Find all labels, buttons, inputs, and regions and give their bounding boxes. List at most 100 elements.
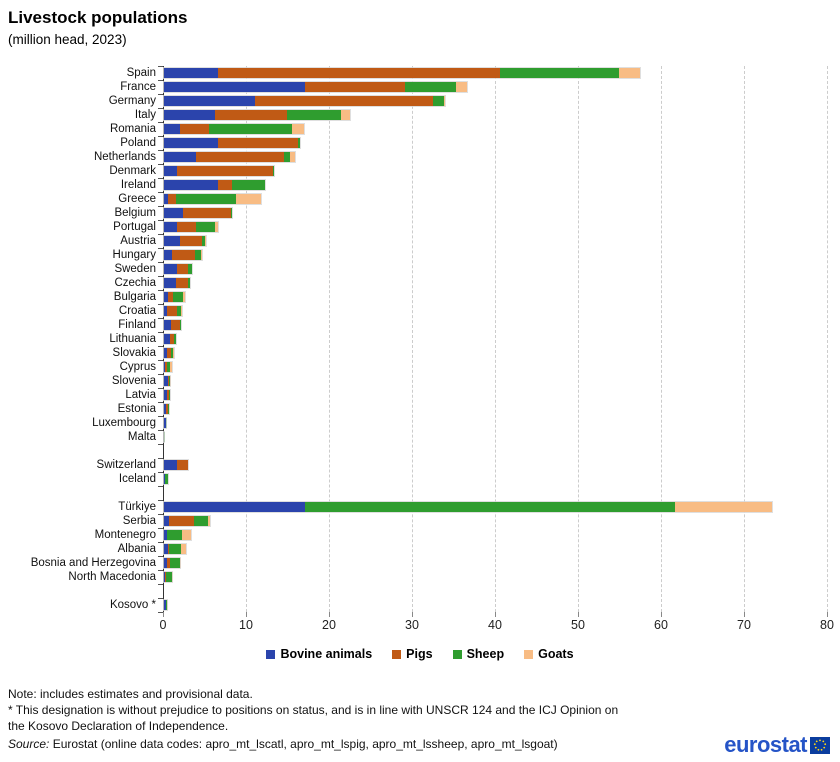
bar-segment <box>167 376 170 386</box>
gridline <box>744 66 745 612</box>
source-text: Eurostat (online data codes: apro_mt_lsc… <box>49 737 558 751</box>
bar-row <box>163 81 468 93</box>
y-axis-tick <box>158 528 163 529</box>
y-axis-tick <box>158 318 163 319</box>
bar-segment <box>218 180 233 190</box>
bar-row <box>162 361 174 373</box>
x-axis-tick <box>412 612 413 617</box>
bar-segment <box>202 236 206 246</box>
bar-segment <box>284 152 291 162</box>
bar-segment <box>205 236 207 246</box>
legend-label: Goats <box>538 647 574 661</box>
bar-segment <box>675 502 772 512</box>
bar-segment <box>176 166 273 176</box>
bar-row <box>163 347 175 359</box>
bar-row <box>163 529 192 541</box>
bar-segment <box>181 530 191 540</box>
bar-segment <box>194 250 202 260</box>
y-axis-tick <box>158 164 163 165</box>
category-label: Austria <box>120 235 156 247</box>
eurostat-logo-text: eurostat <box>724 732 807 757</box>
legend-item: Sheep <box>452 647 504 661</box>
category-label: Czechia <box>114 277 156 289</box>
category-label: Germany <box>108 95 156 107</box>
bar-row <box>163 403 170 415</box>
bar-segment <box>164 82 306 92</box>
category-label: Portugal <box>113 221 156 233</box>
bar-segment <box>164 194 169 204</box>
bar-row <box>162 417 168 429</box>
y-axis-line <box>163 66 164 612</box>
bar-row <box>162 375 172 387</box>
eu-flag-icon <box>810 736 830 754</box>
legend-item: Goats <box>524 647 574 661</box>
bar-segment <box>183 208 232 218</box>
bar-segment <box>404 82 457 92</box>
bar-segment <box>164 348 168 358</box>
bar-segment <box>166 404 169 414</box>
x-tick-label: 0 <box>159 618 167 632</box>
bar-segment <box>181 306 183 316</box>
bar-segment <box>164 96 256 106</box>
category-label: Croatia <box>118 305 156 317</box>
eurostat-logo: eurostat <box>724 732 830 758</box>
x-tick-label: 10 <box>239 618 253 632</box>
bar-segment <box>164 320 171 330</box>
bar-row <box>163 67 641 79</box>
bar-segment <box>165 572 166 582</box>
bar-row <box>162 571 174 583</box>
bar-segment <box>164 474 168 484</box>
bar-row <box>162 193 263 205</box>
bar-segment <box>164 138 218 148</box>
category-label: Slovenia <box>111 375 156 387</box>
bar-segment <box>188 278 190 288</box>
bar-segment <box>444 96 446 106</box>
y-axis-tick <box>158 192 163 193</box>
bar-segment <box>172 250 195 260</box>
bar-segment <box>164 502 306 512</box>
bar-segment <box>290 152 296 162</box>
bar-segment <box>164 180 218 190</box>
y-axis-tick <box>158 472 163 473</box>
legend-item: Pigs <box>392 647 433 661</box>
x-tick-label: 20 <box>322 618 336 632</box>
x-axis-tick <box>827 612 828 617</box>
bar-segment <box>272 166 274 176</box>
y-axis-tick <box>158 290 163 291</box>
y-axis-tick <box>158 598 163 599</box>
y-axis-tick <box>158 360 163 361</box>
bar-segment <box>218 68 501 78</box>
category-label: Spain <box>126 67 156 79</box>
category-label: North Macedonia <box>68 571 156 583</box>
x-axis-tick <box>163 612 164 617</box>
category-axis-labels: Spain France Germany Italy Romania Poland Neth… <box>0 66 156 612</box>
y-axis-tick <box>158 332 163 333</box>
kosovo-footnote-line2: the Kosovo Declaration of Independence. <box>8 719 229 733</box>
bar-segment <box>165 418 166 428</box>
bar-segment <box>232 180 266 190</box>
category-label: Romania <box>109 123 156 135</box>
bar-segment <box>195 222 215 232</box>
gridline <box>412 66 413 612</box>
bar-segment <box>164 68 218 78</box>
bar-segment <box>164 250 173 260</box>
bar-segment <box>183 292 186 302</box>
category-label: Slovakia <box>112 347 156 359</box>
category-label: Hungary <box>112 249 156 261</box>
bar-segment <box>176 264 189 274</box>
bar-segment <box>170 320 180 330</box>
y-axis-tick <box>158 556 163 557</box>
bar-row <box>162 235 208 247</box>
y-axis-tick <box>158 276 163 277</box>
bar-row <box>162 291 187 303</box>
x-tick-label: 70 <box>737 618 751 632</box>
bar-row <box>163 109 351 121</box>
y-axis-tick <box>158 402 163 403</box>
bar-segment <box>165 600 168 610</box>
bar-segment <box>164 544 169 554</box>
bar-segment <box>169 390 170 400</box>
bar-segment <box>181 544 186 554</box>
bar-segment <box>432 96 445 106</box>
bar-row <box>162 599 169 611</box>
